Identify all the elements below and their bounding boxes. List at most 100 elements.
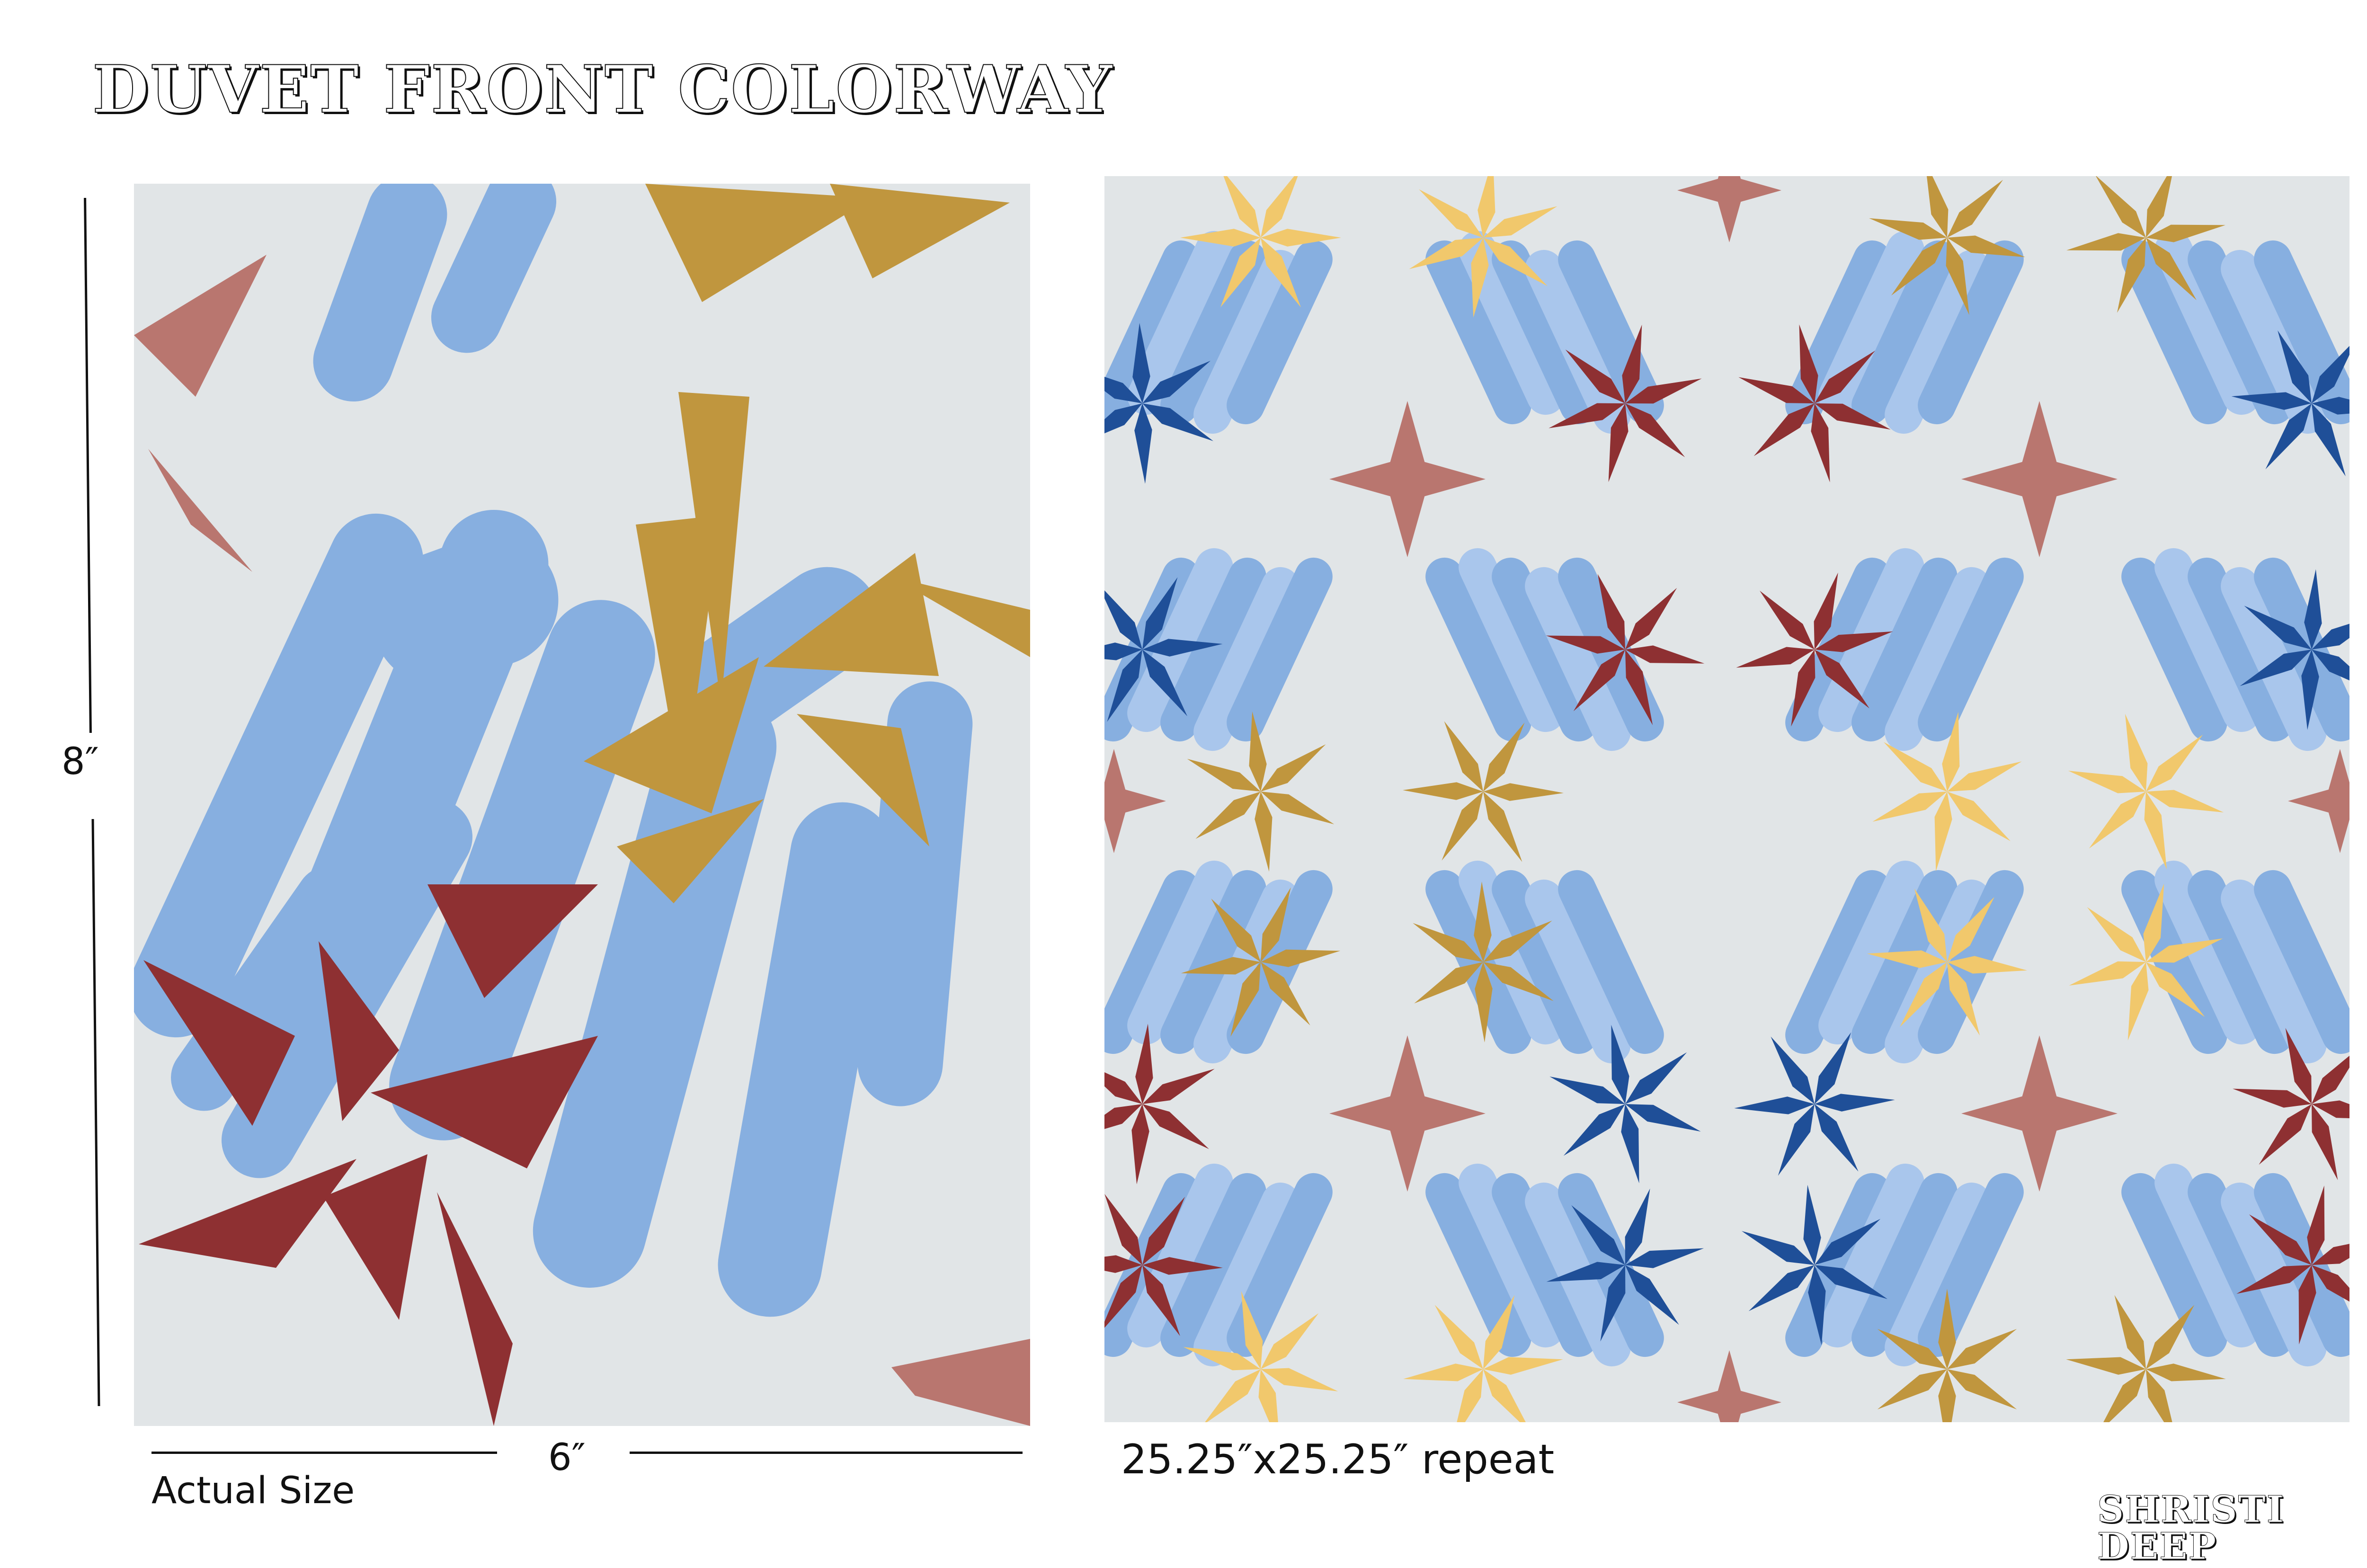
- brush-stroke-shape: [2254, 870, 2349, 1054]
- flower-petal-shape: [1261, 229, 1341, 247]
- four-point-star-shape: [1677, 176, 1781, 242]
- brush-stroke-shape: [1785, 870, 1891, 1054]
- flower-petal-shape: [2312, 1265, 2349, 1302]
- flower-petal-shape: [2146, 962, 2205, 1017]
- flower-petal-shape: [1815, 631, 1893, 652]
- flower-petal-shape: [1230, 962, 1261, 1037]
- flower-petal-shape: [1621, 1104, 1639, 1184]
- flower-petal-shape: [2146, 1305, 2195, 1369]
- brush-stroke-shape: [1492, 1173, 1598, 1357]
- four-point-star-shape: [1329, 1035, 1486, 1192]
- flower-petal-shape: [1947, 1369, 2017, 1409]
- flower-petal-shape: [1625, 1188, 1650, 1265]
- brush-stroke-shape: [2254, 1173, 2349, 1357]
- brush-stroke-shape: [1193, 249, 1299, 434]
- flower-petal-shape: [1611, 1025, 1629, 1104]
- brush-stroke-shape: [1459, 548, 1565, 732]
- flower-petal-shape: [1741, 1231, 1815, 1265]
- flower-petal-shape: [2312, 1100, 2349, 1118]
- flower-petal-shape: [1808, 1265, 1826, 1345]
- flower-petal-shape: [1131, 1104, 1149, 1185]
- flower-petal-shape: [1736, 647, 1815, 668]
- flower-petal-shape: [1625, 650, 1653, 725]
- four-point-star-shape: [1104, 749, 1166, 853]
- flower-petal-shape: [2146, 790, 2224, 812]
- brush-stroke-shape: [1425, 557, 1531, 742]
- flower-petal-shape: [2117, 238, 2146, 313]
- flower-petal-shape: [1483, 792, 1522, 862]
- flower-petal-shape: [1104, 376, 1142, 403]
- flower-petal-shape: [1104, 590, 1142, 650]
- four-point-star-shape: [1329, 401, 1486, 557]
- brush-stroke-shape: [134, 513, 424, 1038]
- flower-petal-shape: [1546, 1262, 1625, 1282]
- flower-petal-shape: [1760, 590, 1815, 650]
- flower-petal-shape: [1142, 1257, 1223, 1275]
- flower-petal-shape: [1884, 742, 1947, 792]
- brush-stroke-shape: [1918, 240, 2024, 425]
- flower-petal-shape: [1947, 1329, 2017, 1369]
- flower-petal-shape: [2312, 650, 2349, 681]
- width-dimension-line-right: [630, 1452, 1023, 1454]
- height-dimension-label: 8″: [62, 740, 99, 783]
- brush-stroke-shape: [1127, 860, 1233, 1045]
- flower-petal-shape: [1734, 1096, 1815, 1114]
- flower-petal-shape: [1249, 711, 1267, 792]
- flower-petal-shape: [1748, 1265, 1815, 1311]
- petal-shape: [143, 960, 295, 1126]
- brush-stroke-shape: [1127, 231, 1233, 415]
- flower-petal-shape: [1471, 238, 1489, 318]
- brush-stroke-shape: [2154, 1163, 2260, 1348]
- flower-petal-shape: [2146, 938, 2223, 963]
- petal-shape: [617, 799, 764, 903]
- brush-stroke-shape: [2188, 870, 2294, 1054]
- height-dimension-line-bottom: [91, 819, 100, 1406]
- flower-petal-shape: [1565, 349, 1625, 403]
- flower-petal-shape: [1483, 1357, 1563, 1375]
- flower-petal-shape: [1104, 1072, 1142, 1104]
- flower-petal-shape: [1600, 1265, 1626, 1342]
- flower-petal-shape: [1891, 238, 1947, 296]
- page-title: DUVET FRONT COLORWAY: [92, 51, 1113, 128]
- flower-petal-shape: [1625, 403, 1685, 457]
- flower-petal-shape: [2249, 1214, 2312, 1265]
- brush-stroke-shape: [1160, 557, 1266, 742]
- flower-petal-shape: [1811, 403, 1830, 482]
- flower-petal-shape: [2114, 1295, 2146, 1369]
- flower-petal-shape: [1947, 956, 2028, 974]
- flower-petal-shape: [1938, 1369, 1956, 1422]
- petal-shape: [134, 255, 267, 397]
- flower-petal-shape: [1142, 1265, 1180, 1336]
- flower-petal-shape: [1803, 1185, 1821, 1265]
- flower-petal-shape: [1261, 1368, 1338, 1391]
- brush-stroke-shape: [2188, 1173, 2294, 1357]
- width-dimension-line-left: [151, 1452, 497, 1454]
- flower-petal-shape: [1815, 650, 1869, 709]
- flower-petal-shape: [1403, 782, 1483, 800]
- flower-petal-shape: [1483, 1369, 1526, 1422]
- brush-stroke-shape: [2154, 548, 2260, 732]
- flower-petal-shape: [2259, 1104, 2312, 1165]
- flower-petal-shape: [1934, 792, 1952, 872]
- brush-stroke-shape: [1851, 1173, 1958, 1357]
- brush-stroke-shape: [1425, 870, 1531, 1054]
- flower-petal-shape: [1927, 176, 1949, 238]
- petal-shape: [437, 1192, 513, 1426]
- flower-petal-shape: [1142, 360, 1211, 403]
- flower-petal-shape: [1442, 792, 1483, 861]
- brush-stroke-shape: [431, 184, 557, 353]
- flower-petal-shape: [1947, 897, 1994, 962]
- flower-petal-shape: [1223, 176, 1261, 238]
- flower-petal-shape: [2265, 403, 2312, 470]
- flower-petal-shape: [1597, 574, 1625, 650]
- four-point-star-shape: [1677, 1350, 1781, 1422]
- brush-stroke-shape: [2221, 879, 2327, 1064]
- flower-petal-shape: [1608, 403, 1628, 482]
- flower-petal-shape: [1877, 1369, 1947, 1409]
- brush-stroke-shape: [1160, 870, 1266, 1054]
- flower-petal-shape: [1419, 189, 1483, 238]
- brush-stroke-shape: [313, 184, 447, 402]
- brush-stroke-shape: [2121, 557, 2227, 742]
- brush-stroke-shape: [1885, 567, 1991, 751]
- flower-petal-shape: [1142, 639, 1223, 657]
